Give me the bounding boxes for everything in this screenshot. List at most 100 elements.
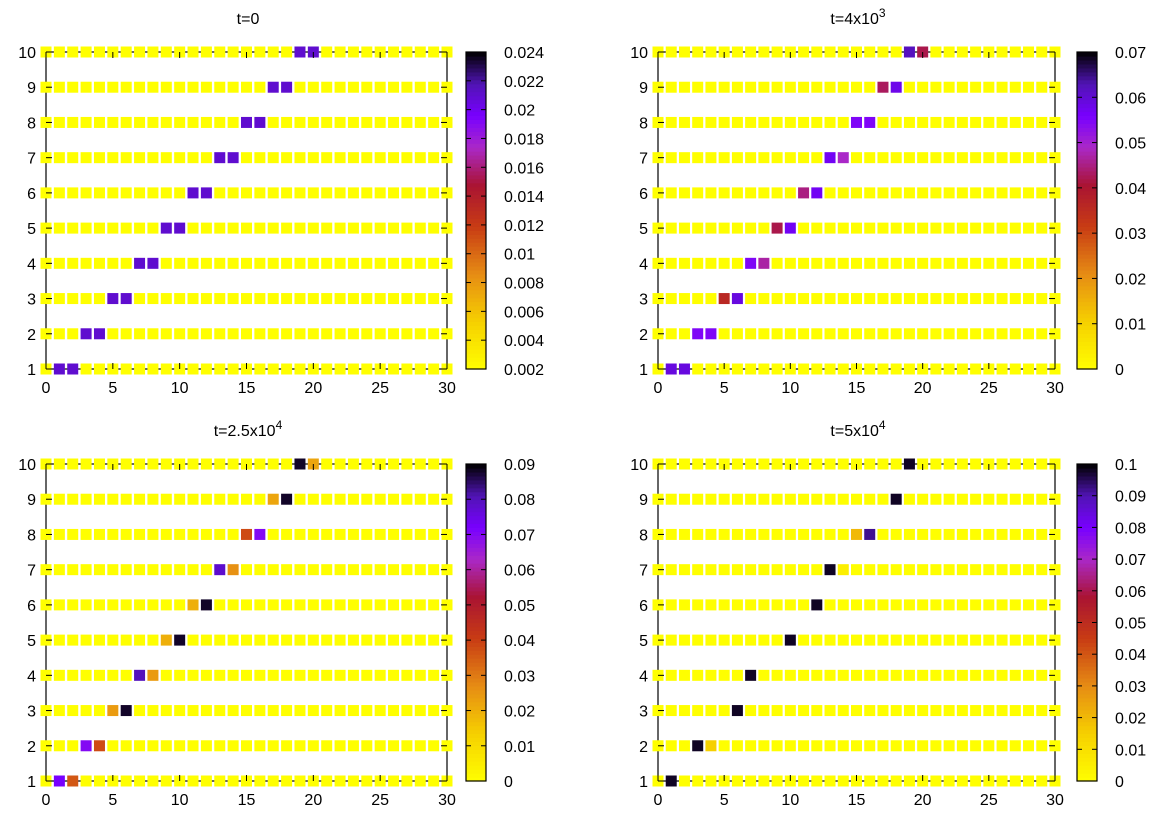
heat-cell-highlight	[758, 257, 770, 269]
x-tick-label: 15	[848, 792, 866, 809]
heat-cell	[890, 363, 902, 375]
heat-cell	[705, 458, 717, 470]
heat-cell	[798, 363, 810, 375]
heat-cell	[281, 740, 293, 752]
colorbar-band	[466, 618, 486, 624]
colorbar-band	[466, 317, 486, 323]
heat-cell	[294, 152, 306, 164]
colorbar-band	[466, 499, 486, 505]
y-tick-label: 1	[27, 774, 36, 791]
heat-cell	[294, 740, 306, 752]
colorbar-tick-label: 0.006	[504, 304, 544, 321]
colorbar-band	[1077, 590, 1097, 596]
x-tick-label: 30	[438, 792, 456, 809]
heat-cell	[214, 634, 226, 646]
heat-cell	[53, 599, 65, 611]
heat-cell	[930, 187, 942, 199]
heat-cell	[970, 222, 982, 234]
heat-cell	[943, 187, 955, 199]
heat-cell	[227, 669, 239, 681]
heat-cell	[334, 458, 346, 470]
heat-cell	[692, 669, 704, 681]
heat-cell	[970, 46, 982, 58]
heat-cell	[120, 458, 132, 470]
heat-cell	[1036, 328, 1048, 340]
colorbar-band	[1077, 670, 1097, 675]
heat-cell	[970, 116, 982, 128]
colorbar-band	[1077, 586, 1097, 592]
heat-cell	[811, 257, 823, 269]
heat-cell	[200, 152, 212, 164]
colorbar-band	[1077, 467, 1097, 473]
colorbar-band	[466, 515, 486, 521]
heat-cell	[414, 775, 426, 787]
colorbar-band	[466, 91, 486, 97]
colorbar-band	[1077, 182, 1097, 188]
heat-cell	[665, 222, 677, 234]
heat-cell	[771, 257, 783, 269]
colorbar-band	[1077, 131, 1097, 136]
heat-cell	[1036, 46, 1048, 58]
heat-cell	[970, 458, 982, 470]
heat-cell-highlight	[890, 81, 902, 93]
heat-cell	[917, 599, 929, 611]
heat-cell	[334, 46, 346, 58]
heat-cell	[307, 493, 319, 505]
heat-cell	[200, 328, 212, 340]
heat-cell	[692, 257, 704, 269]
heat-cell	[93, 363, 105, 375]
colorbar-band	[1077, 717, 1097, 723]
heat-cell	[956, 740, 968, 752]
heat-cell	[374, 187, 386, 199]
heat-cell	[718, 222, 730, 234]
heat-cell	[428, 257, 440, 269]
heat-cell	[970, 775, 982, 787]
heat-cell-highlight	[53, 363, 65, 375]
colorbar-band	[1077, 491, 1097, 497]
heat-cell	[705, 116, 717, 128]
heat-cell	[771, 740, 783, 752]
colorbar-band	[1077, 123, 1097, 128]
heat-cell	[771, 116, 783, 128]
heat-cell	[361, 564, 373, 576]
colorbar-band	[1077, 361, 1097, 366]
heat-cell	[267, 458, 279, 470]
heat-cell	[983, 740, 995, 752]
heat-cell	[718, 634, 730, 646]
heat-cell	[174, 187, 186, 199]
heat-cell	[678, 564, 690, 576]
heat-cell	[798, 493, 810, 505]
heat-cell	[824, 46, 836, 58]
y-tick-label: 9	[27, 80, 36, 97]
colorbar-band	[1077, 642, 1097, 647]
heat-cell	[428, 458, 440, 470]
heat-cell	[943, 46, 955, 58]
heat-cell	[930, 564, 942, 576]
heat-cell	[824, 493, 836, 505]
plot-title: t=5x104	[830, 418, 885, 440]
heat-cell	[307, 293, 319, 305]
heat-cell	[930, 634, 942, 646]
heat-cell	[983, 528, 995, 540]
heat-cell	[771, 634, 783, 646]
heat-cell	[134, 81, 146, 93]
heat-cell	[227, 363, 239, 375]
colorbar-tick-label: 0.002	[504, 362, 544, 379]
colorbar-band	[466, 79, 486, 85]
heat-cell	[107, 81, 119, 93]
heat-cell	[665, 46, 677, 58]
heat-cell	[428, 528, 440, 540]
colorbar-band	[1077, 285, 1097, 291]
heat-cell	[67, 81, 79, 93]
heat-cell-highlight	[241, 116, 252, 128]
heat-cell	[745, 187, 757, 199]
heat-cell	[771, 775, 783, 787]
heat-cell-highlight	[718, 293, 730, 305]
heat-cell	[294, 257, 306, 269]
heat-cell	[321, 458, 333, 470]
heat-cell	[267, 528, 279, 540]
colorbar-band	[466, 135, 486, 140]
colorbar-band	[1077, 353, 1097, 358]
heat-cell	[67, 257, 79, 269]
colorbar-band	[466, 265, 486, 271]
